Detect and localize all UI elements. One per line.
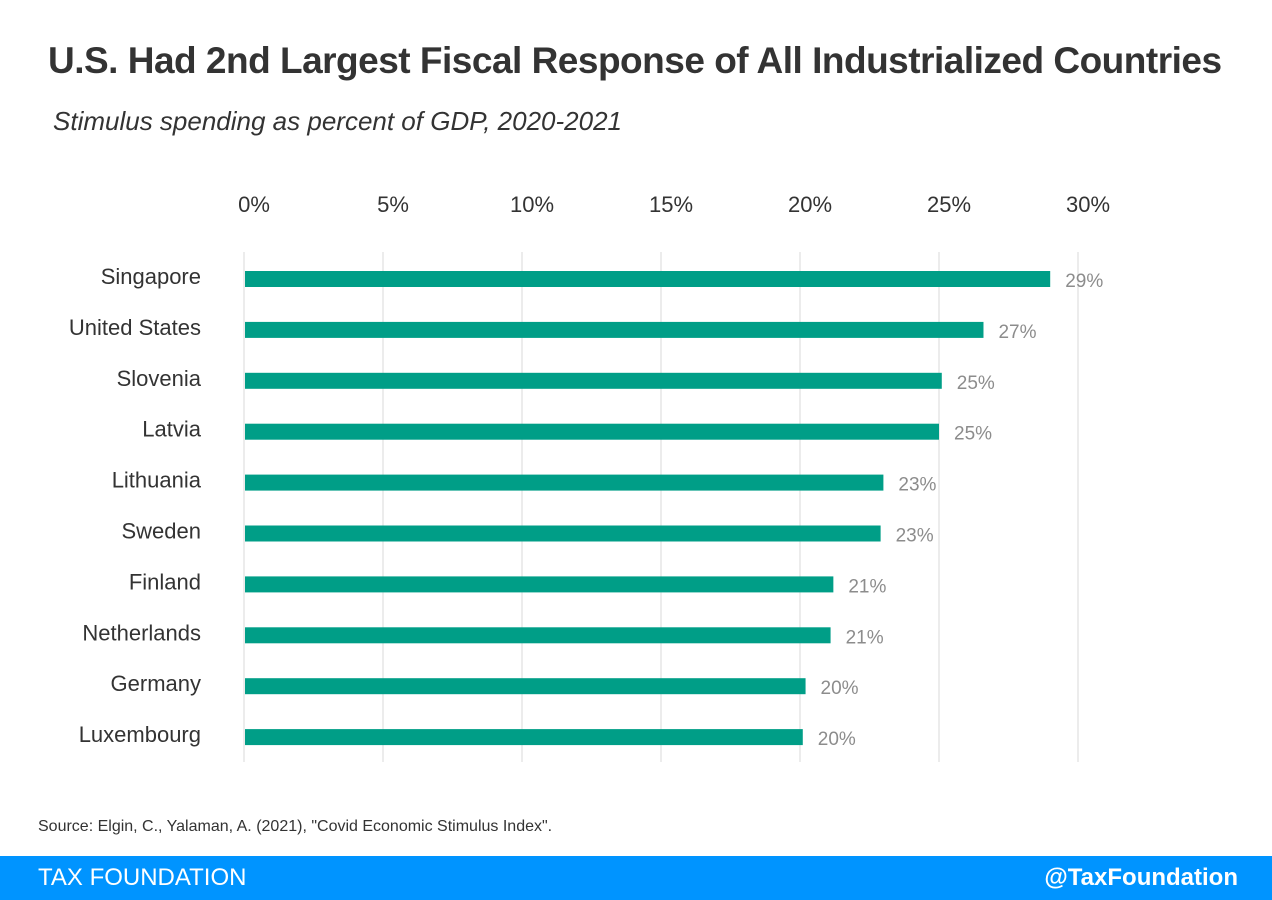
data-label: 25% (957, 373, 995, 394)
bar (245, 423, 939, 440)
bar (245, 678, 806, 695)
category-label: Latvia (142, 417, 201, 442)
x-axis-ticks: 0% 5% 10% 15% 20% 25% 30% (238, 192, 1110, 217)
x-tick-label: 20% (788, 192, 832, 217)
data-label: 23% (896, 526, 934, 547)
category-label: Netherlands (82, 620, 201, 645)
category-label: Finland (129, 569, 201, 594)
category-label: Singapore (101, 264, 201, 289)
x-tick-label: 0% (238, 192, 270, 217)
data-label: 25% (954, 424, 992, 445)
data-label: 23% (898, 475, 936, 496)
category-label: Germany (111, 671, 201, 696)
bar (245, 576, 834, 593)
bars (245, 271, 1051, 746)
chart-title: U.S. Had 2nd Largest Fiscal Response of … (48, 40, 1222, 81)
footer-handle[interactable]: @TaxFoundation (1044, 864, 1238, 891)
chart-subtitle: Stimulus spending as percent of GDP, 202… (53, 106, 622, 136)
x-tick-label: 5% (377, 192, 409, 217)
bar-chart: 0% 5% 10% 15% 20% 25% 30% Singapore United Stat… (69, 192, 1110, 762)
footer-brand[interactable]: TAX FOUNDATION (38, 864, 247, 891)
bar (245, 474, 884, 491)
data-labels: 29% 27% 25% 25% 23% 23% 21% 21% 20% 20% (818, 271, 1104, 750)
source-note: Source: Elgin, C., Yalaman, A. (2021), "… (38, 818, 553, 835)
data-label: 27% (998, 322, 1036, 343)
bar (245, 729, 803, 746)
category-label: Lithuania (112, 468, 202, 493)
category-labels: Singapore United States Slovenia Latvia Lith… (69, 264, 202, 747)
x-tick-label: 30% (1066, 192, 1110, 217)
bar (245, 372, 942, 389)
footer-bar: TAX FOUNDATION @TaxFoundation (0, 856, 1272, 900)
data-label: 29% (1065, 271, 1103, 292)
x-tick-label: 15% (649, 192, 693, 217)
category-label: Sweden (121, 519, 201, 544)
category-label: Slovenia (117, 366, 202, 391)
category-label: Luxembourg (79, 722, 201, 747)
bar (245, 321, 984, 338)
bar (245, 627, 831, 644)
data-label: 21% (848, 576, 886, 597)
x-tick-label: 25% (927, 192, 971, 217)
data-label: 21% (846, 627, 884, 648)
data-label: 20% (821, 678, 859, 699)
x-tick-label: 10% (510, 192, 554, 217)
bar (245, 525, 881, 542)
bar (245, 271, 1051, 287)
data-label: 20% (818, 729, 856, 750)
category-label: United States (69, 315, 201, 340)
